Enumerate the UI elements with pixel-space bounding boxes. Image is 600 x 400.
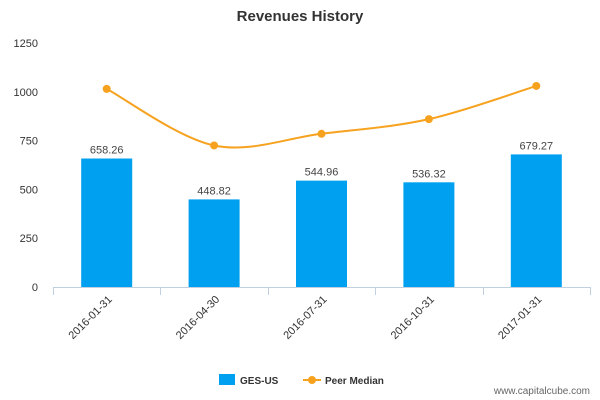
bar	[81, 158, 133, 287]
y-tick-label: 1000	[14, 87, 38, 99]
x-tick-label: 2016-01-31	[67, 294, 115, 342]
y-tick-label: 1250	[14, 38, 38, 50]
x-tick-label: 2017-01-31	[496, 294, 544, 342]
x-axis: 2016-01-31 2016-04-30 2016-07-31 2016-10-31…	[53, 287, 591, 342]
bar	[188, 199, 240, 287]
data-label: 448.82	[197, 185, 231, 197]
data-label: 536.32	[412, 168, 446, 180]
y-tick-label: 750	[20, 136, 38, 148]
legend-label-peer-median: Peer Median	[325, 376, 384, 387]
peer-median-point	[102, 84, 111, 93]
data-label: 679.27	[519, 140, 553, 152]
bar	[403, 182, 455, 287]
legend-marker-peer-median	[308, 376, 316, 384]
peer-median-point	[317, 129, 326, 138]
source-credit: www.capitalcube.com	[493, 386, 590, 397]
y-axis: 0 250 500 750 1000 1250	[14, 38, 38, 294]
bar	[296, 180, 347, 287]
x-tick-label: 2016-04-30	[174, 294, 222, 342]
legend: GES-US Peer Median	[219, 374, 384, 387]
data-labels: 658.26 448.82 544.96 536.32 679.27	[90, 140, 553, 197]
legend-swatch-ges-us	[219, 374, 235, 385]
bar-series	[81, 154, 562, 287]
data-label: 658.26	[90, 145, 124, 157]
bar	[510, 154, 562, 287]
peer-median-point	[424, 115, 433, 124]
peer-median-point	[532, 81, 541, 90]
x-tick-label: 2016-10-31	[389, 294, 437, 342]
y-tick-label: 250	[20, 233, 38, 245]
y-tick-label: 0	[32, 282, 38, 294]
data-label: 544.96	[305, 167, 339, 179]
chart-title: Revenues History	[237, 8, 364, 25]
peer-median-line	[106, 84, 537, 149]
peer-median-point	[210, 141, 219, 150]
x-tick-label: 2016-07-31	[281, 294, 329, 342]
y-tick-label: 500	[20, 184, 38, 196]
legend-label-ges-us: GES-US	[240, 376, 279, 387]
line-series	[102, 81, 541, 150]
